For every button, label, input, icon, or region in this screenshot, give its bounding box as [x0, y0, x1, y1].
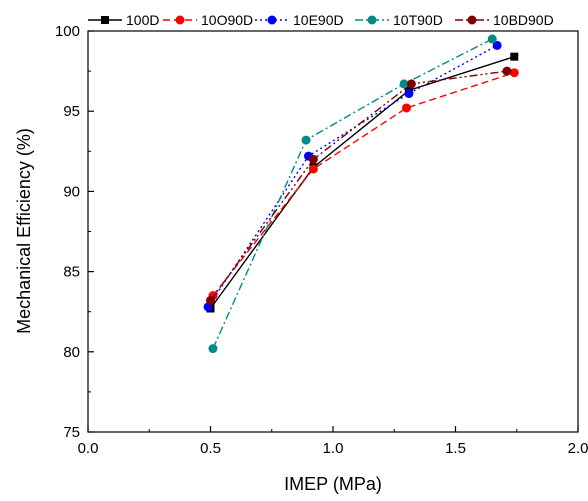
legend-marker-10e90d — [267, 15, 277, 25]
series-10bd90d — [206, 66, 512, 305]
data-point-10t90d — [208, 344, 218, 354]
y-axis-label: Mechanical Efficiency (%) — [14, 128, 34, 334]
x-tick-label: 1.5 — [445, 440, 466, 457]
x-tick-label: 0.0 — [78, 440, 99, 457]
legend-marker-10o90d — [175, 15, 185, 25]
data-point-10bd90d — [206, 295, 215, 305]
legend-item-10t90d: 10T90D — [355, 12, 443, 28]
data-point-10o90d — [308, 164, 318, 174]
legend-marker-100d — [101, 16, 109, 24]
data-point-10bd90d — [502, 66, 512, 76]
legend-item-10o90d: 10O90D — [163, 12, 253, 28]
data-point-10e90d — [404, 89, 414, 99]
data-point-10bd90d — [308, 154, 318, 164]
x-axis-label: IMEP (MPa) — [284, 474, 382, 494]
data-point-10o90d — [402, 103, 411, 113]
data-point-10e90d — [492, 40, 502, 50]
series-line-10bd90d — [209, 70, 508, 301]
x-axis-ticks: 0.0 0.5 1.0 1.5 2.0 — [78, 426, 588, 457]
y-tick-label: 100 — [55, 23, 80, 40]
series-10o90d — [208, 68, 519, 301]
data-point-100d — [510, 52, 519, 61]
series-100d — [206, 52, 519, 313]
x-tick-label: 1.0 — [323, 440, 344, 457]
data-point-10t90d — [487, 34, 497, 44]
plot-frame — [87, 30, 579, 433]
legend-item-10e90d: 10E90D — [255, 12, 344, 28]
data-point-10bd90d — [406, 79, 416, 89]
series-line-10t90d — [212, 38, 493, 349]
series-line-10e90d — [207, 44, 498, 308]
series-line-100d — [209, 55, 515, 309]
x-tick-label: 2.0 — [568, 440, 588, 457]
legend-item-100d: 100D — [88, 12, 159, 28]
y-tick-label: 80 — [63, 344, 80, 361]
legend-label-100d: 100D — [126, 12, 159, 28]
y-tick-label: 95 — [63, 103, 80, 120]
y-tick-label: 85 — [63, 264, 80, 281]
legend-label-10o90d: 10O90D — [201, 12, 253, 28]
legend-item-10bd90d: 10BD90D — [455, 12, 554, 28]
data-point-10t90d — [301, 135, 311, 145]
y-tick-label: 90 — [63, 183, 80, 200]
legend: 100D 10O90D 10E90D 10T90D 10BD90D — [88, 12, 554, 28]
series-10t90d — [208, 34, 497, 354]
legend-label-10bd90d: 10BD90D — [493, 12, 554, 28]
legend-marker-10t90d — [367, 15, 377, 25]
x-tick-label: 0.5 — [200, 440, 221, 457]
data-point-10o90d — [509, 68, 519, 78]
legend-label-10t90d: 10T90D — [393, 12, 443, 28]
legend-marker-10bd90d — [467, 15, 477, 25]
legend-label-10e90d: 10E90D — [293, 12, 344, 28]
y-axis-ticks: 75 80 85 90 95 100 — [55, 23, 94, 441]
data-point-10t90d — [399, 79, 409, 89]
series-line-10o90d — [212, 72, 515, 297]
y-tick-label: 75 — [63, 424, 80, 441]
series-layer — [203, 34, 519, 354]
